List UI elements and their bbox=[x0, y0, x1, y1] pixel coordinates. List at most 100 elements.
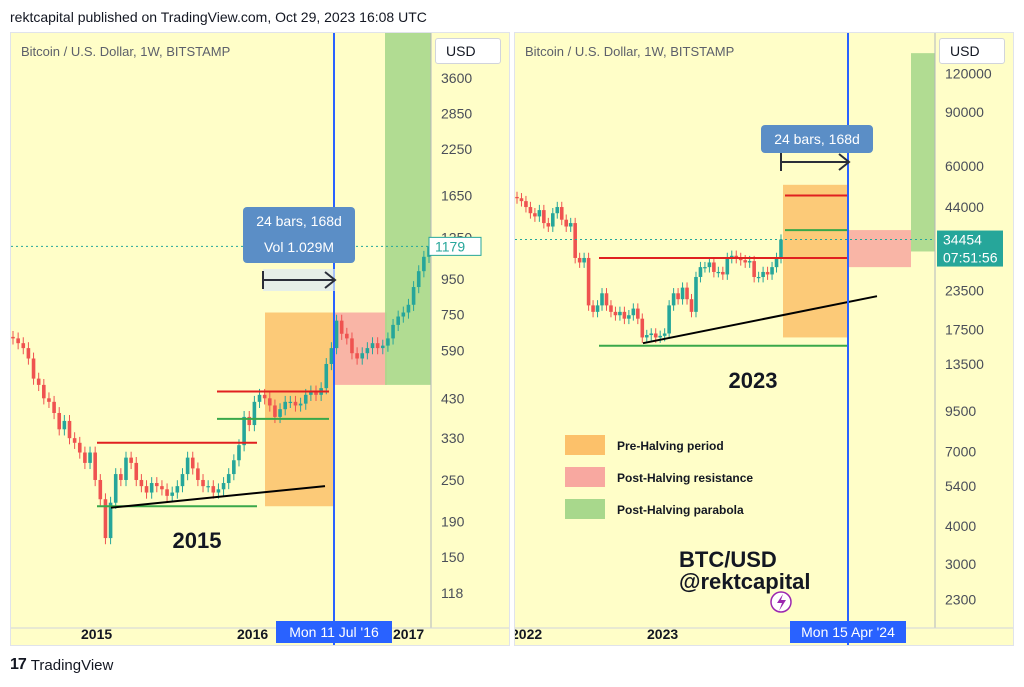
tradingview-logo-icon: 17 bbox=[10, 656, 27, 673]
currency-selector[interactable]: USD bbox=[435, 38, 501, 64]
price-tick-label: 3600 bbox=[441, 70, 472, 86]
candle-body bbox=[26, 348, 31, 359]
candle-body bbox=[165, 489, 169, 496]
candle-body bbox=[770, 267, 774, 275]
candle-body bbox=[257, 394, 262, 402]
flash-icon-bolt bbox=[777, 594, 786, 611]
candle-body bbox=[649, 333, 654, 336]
candle-body bbox=[139, 479, 144, 487]
price-tick-label: 23500 bbox=[945, 282, 984, 298]
candle-body bbox=[752, 261, 756, 277]
candle-body bbox=[134, 462, 139, 480]
candle-body bbox=[401, 312, 406, 317]
chart-svg-2015[interactable]: 3600285022501650125095075059043033025019… bbox=[11, 33, 510, 646]
price-tick-label: 7000 bbox=[945, 443, 976, 459]
candle-body bbox=[206, 486, 210, 488]
candle-body bbox=[314, 391, 318, 395]
price-tick-label: 2250 bbox=[441, 141, 472, 157]
price-tick-label: 1650 bbox=[441, 188, 472, 204]
candle-body bbox=[734, 255, 739, 258]
price-tick-label: 2300 bbox=[945, 591, 976, 607]
legend-swatch bbox=[565, 499, 605, 519]
chart-panel-2023[interactable]: 120000 90000 60000 44000 23500 17500 13500 9500… bbox=[514, 32, 1014, 646]
candle-body bbox=[662, 333, 667, 336]
candle-body bbox=[375, 343, 380, 349]
time-tick-label: 2022 bbox=[515, 626, 542, 642]
price-tick-label: 17500 bbox=[945, 322, 984, 338]
candle-body bbox=[622, 311, 627, 319]
price-tick-label: 2850 bbox=[441, 105, 472, 121]
legend-label: Pre-Halving period bbox=[617, 439, 724, 453]
measure-tooltip bbox=[761, 125, 873, 153]
candle-body bbox=[201, 479, 205, 487]
candle-body bbox=[226, 474, 231, 484]
cycle-year-label: 2023 bbox=[729, 368, 778, 393]
candle-body bbox=[640, 318, 645, 338]
price-tick-label: 5400 bbox=[945, 478, 976, 494]
price-tick-label: 330 bbox=[441, 430, 465, 446]
candle-body bbox=[533, 213, 537, 217]
candle-body bbox=[604, 293, 609, 306]
candle-body bbox=[555, 207, 560, 214]
measure-tooltip bbox=[243, 207, 355, 263]
candle-body bbox=[242, 416, 246, 446]
symbol-label-2015: Bitcoin / U.S. Dollar, 1W, BITSTAMP bbox=[21, 44, 231, 59]
candle-body bbox=[293, 401, 298, 406]
candle-body bbox=[380, 345, 385, 349]
candle-body bbox=[221, 483, 226, 490]
candle-body bbox=[252, 401, 257, 426]
currency-selector[interactable]: USD bbox=[939, 38, 1005, 64]
current-price-label: 1179 bbox=[435, 238, 465, 254]
candle-body bbox=[113, 474, 118, 503]
candle-body bbox=[360, 353, 365, 359]
chart-panel-2015[interactable]: 3600285022501650125095075059043033025019… bbox=[10, 32, 510, 646]
candle-body bbox=[779, 239, 783, 258]
candle-body bbox=[707, 262, 712, 268]
candle-body bbox=[743, 260, 748, 263]
candle-body bbox=[756, 276, 761, 279]
price-tick-label: 118 bbox=[441, 585, 464, 601]
candle-body bbox=[738, 257, 743, 261]
trend-line bbox=[642, 295, 878, 345]
candle-body bbox=[124, 457, 128, 480]
candle-body bbox=[386, 338, 390, 346]
candle-body bbox=[216, 489, 221, 493]
candle-body bbox=[519, 198, 524, 202]
chart-svg-2023[interactable]: 120000 90000 60000 44000 23500 17500 13500 9500… bbox=[515, 33, 1014, 646]
candle-body bbox=[591, 305, 595, 312]
candle-body bbox=[416, 271, 421, 288]
candle-body bbox=[103, 499, 108, 539]
price-tick-label: 190 bbox=[441, 513, 465, 529]
candle-body bbox=[680, 287, 685, 300]
candle-body bbox=[550, 213, 555, 227]
candle-body bbox=[129, 457, 133, 463]
candle-body bbox=[568, 223, 573, 227]
candle-body bbox=[170, 492, 175, 496]
candle-body bbox=[16, 338, 20, 344]
tradingview-logo[interactable]: 17 TradingView bbox=[10, 656, 113, 674]
candle-body bbox=[93, 452, 97, 480]
candle-body bbox=[685, 287, 689, 300]
candle-body bbox=[765, 271, 770, 275]
candle-body bbox=[247, 416, 252, 426]
candle-body bbox=[72, 438, 77, 443]
candle-body bbox=[689, 299, 694, 312]
candle-body bbox=[600, 293, 604, 306]
candle-body bbox=[537, 210, 542, 217]
price-tick-label: 250 bbox=[441, 472, 465, 488]
current-price-label: 34454 bbox=[943, 232, 982, 248]
candle-body bbox=[636, 308, 640, 319]
price-tick-label: 13500 bbox=[945, 356, 984, 372]
legend-swatch bbox=[565, 467, 605, 487]
candle-body bbox=[119, 474, 123, 480]
candle-body bbox=[698, 267, 703, 277]
candle-body bbox=[298, 403, 303, 406]
candle-body bbox=[185, 457, 190, 475]
crosshair-date-label: Mon 11 Jul '16 bbox=[289, 624, 379, 640]
candle-body bbox=[52, 401, 56, 413]
pre-halving-zone bbox=[783, 184, 849, 338]
time-tick-label: 2023 bbox=[647, 626, 678, 642]
bar-countdown-label: 07:51:56 bbox=[943, 250, 998, 266]
measure-bars-label: 24 bars, 168d bbox=[256, 213, 342, 229]
post-halving-resistance-zone bbox=[335, 312, 387, 385]
